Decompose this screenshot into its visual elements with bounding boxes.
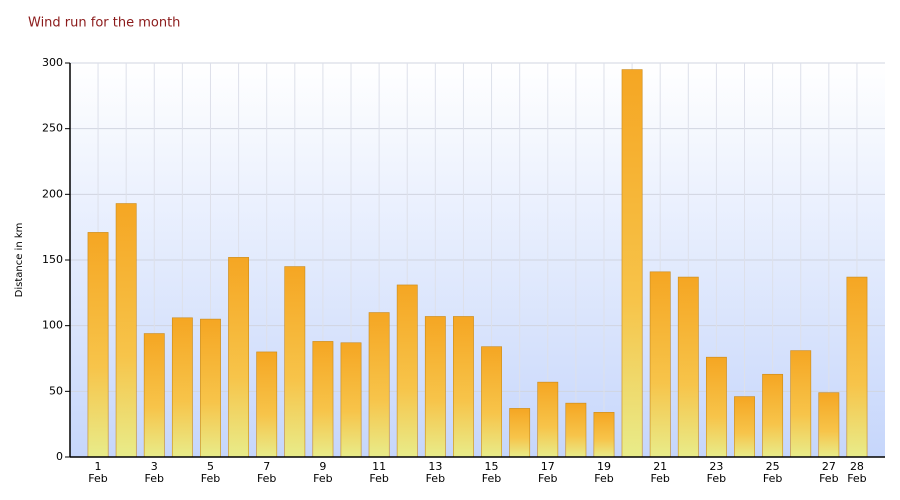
bar: [509, 408, 531, 458]
chart-title: Wind run for the month: [28, 16, 180, 31]
x-tick-label: 17 Feb: [538, 460, 558, 485]
x-tick-label: 15 Feb: [481, 460, 502, 485]
bar: [87, 232, 109, 458]
y-tick-label: 250: [42, 122, 63, 135]
bar: [143, 333, 165, 458]
x-tick-label: 23 Feb: [706, 460, 727, 485]
bar: [818, 392, 840, 458]
bar: [284, 266, 306, 458]
x-tick-label: 28 Feb: [847, 460, 867, 485]
bar: [790, 350, 812, 458]
bar: [200, 318, 221, 458]
bar: [424, 316, 446, 458]
bar: [396, 284, 418, 458]
bar: [762, 373, 784, 458]
bar: [649, 271, 671, 458]
x-tick-label: 9 Feb: [313, 460, 333, 485]
y-tick-label: 0: [56, 450, 63, 463]
bar: [453, 316, 474, 458]
bar: [734, 396, 755, 458]
x-tick-label: 19 Feb: [594, 460, 614, 485]
bar: [621, 69, 643, 458]
y-axis-label: Distance in km: [14, 223, 25, 298]
x-tick-label: 7 Feb: [256, 460, 277, 485]
y-tick-label: 50: [49, 384, 63, 397]
bar: [565, 402, 587, 458]
bar: [537, 381, 559, 458]
bar: [593, 412, 615, 458]
x-tick-label: 1 Feb: [88, 460, 108, 485]
x-tick-label: 13 Feb: [425, 460, 446, 485]
bar: [312, 341, 334, 458]
y-tick-label: 300: [42, 56, 63, 69]
bar: [115, 203, 137, 458]
x-tick-label: 27 Feb: [819, 460, 839, 485]
bar: [846, 276, 868, 458]
bar: [481, 346, 502, 458]
bar: [340, 342, 362, 458]
x-tick-label: 11 Feb: [369, 460, 389, 485]
y-tick-label: 200: [42, 187, 63, 200]
x-tick-label: 21 Feb: [650, 460, 670, 485]
y-tick-label: 150: [42, 253, 63, 266]
x-tick-label: 5 Feb: [200, 460, 221, 485]
bar: [171, 317, 193, 458]
bar: [705, 356, 727, 458]
bar: [256, 351, 278, 458]
y-tick-label: 100: [42, 319, 63, 332]
x-tick-label: 3 Feb: [144, 460, 164, 485]
bar: [228, 257, 250, 458]
x-tick-label: 25 Feb: [762, 460, 783, 485]
bar: [677, 276, 699, 458]
bar: [368, 312, 390, 458]
